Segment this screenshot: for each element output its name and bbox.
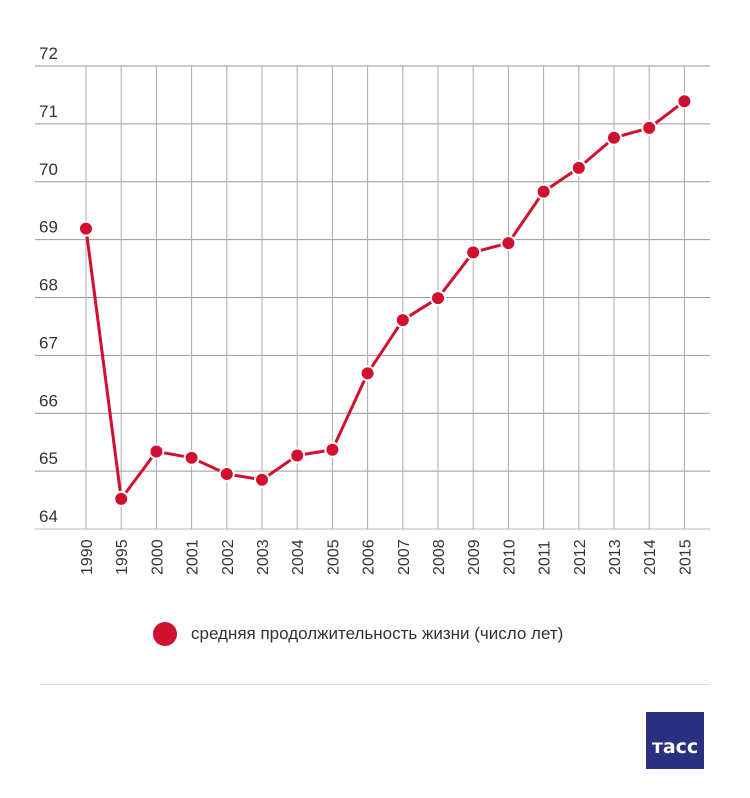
- line-segment: [84, 227, 123, 501]
- data-point-2006: [359, 365, 376, 382]
- x-tick-label: 2014: [642, 539, 659, 575]
- x-tick-label: 2004: [290, 539, 307, 575]
- x-tick-label: 2011: [537, 540, 554, 575]
- x-tick-label: 2006: [361, 539, 378, 575]
- x-tick-label: 2012: [572, 539, 589, 575]
- divider: [40, 684, 710, 685]
- data-point-2005: [324, 441, 341, 458]
- data-point-2011: [535, 183, 552, 200]
- data-point-2009: [465, 244, 482, 261]
- line-segment: [119, 449, 158, 501]
- legend-marker-icon: [153, 622, 177, 646]
- data-point-2002: [218, 466, 235, 483]
- y-tick-label: 72: [39, 44, 58, 63]
- data-point-2007: [394, 312, 411, 329]
- line-chart: 64 65 66 67 68 69 70 71 72 1990 1995 2000 2001 2002 2…: [35, 44, 710, 575]
- data-point-2003: [254, 471, 270, 488]
- legend: средняя продолжительность жизни (число л…: [153, 622, 563, 646]
- x-tick-label: 2007: [396, 539, 413, 575]
- data-point-2001: [183, 449, 200, 466]
- y-tick-label: 65: [39, 449, 58, 468]
- data-point-2013: [606, 129, 622, 146]
- tass-logo: тасс: [646, 712, 704, 769]
- y-tick-label: 69: [39, 218, 58, 237]
- y-tick-label: 64: [39, 507, 58, 526]
- y-tick-label: 70: [39, 160, 58, 179]
- x-tick-label: 1995: [114, 539, 131, 575]
- series-line: [84, 99, 686, 501]
- data-point-2010: [500, 235, 517, 252]
- data-point-2008: [430, 290, 446, 307]
- data-point-2000: [148, 443, 165, 460]
- x-tick-label: 2013: [607, 539, 624, 575]
- y-tick-label: 67: [39, 333, 58, 352]
- data-point-1990: [78, 220, 94, 237]
- y-tick-label: 66: [39, 391, 58, 410]
- horizontal-gridlines: [35, 65, 710, 530]
- line-segment: [436, 250, 475, 300]
- x-tick-label: 2003: [255, 539, 272, 575]
- x-tick-label: 2015: [677, 539, 694, 575]
- legend-label: средняя продолжительность жизни (число л…: [191, 624, 564, 643]
- data-point-2012: [570, 159, 587, 176]
- data-point-2014: [641, 119, 658, 136]
- data-point-2015: [676, 93, 693, 110]
- line-segment: [506, 190, 546, 245]
- line-segment: [330, 371, 370, 452]
- x-tick-label: 2008: [431, 539, 448, 575]
- data-point-2004: [289, 447, 306, 464]
- x-tick-label: 1990: [79, 539, 96, 575]
- x-tick-label: 2002: [220, 539, 237, 575]
- data-point-1995: [113, 490, 130, 507]
- tass-logo-text: тасс: [651, 736, 699, 758]
- y-axis-labels: 64 65 66 67 68 69 70 71 72: [39, 44, 58, 526]
- x-tick-label: 2009: [466, 539, 483, 575]
- vertical-gridlines: [85, 66, 685, 529]
- line-segment: [366, 318, 405, 375]
- y-tick-label: 71: [39, 102, 58, 121]
- x-tick-label: 2001: [185, 539, 202, 575]
- x-tick-label: 2000: [149, 539, 166, 575]
- series-points: [78, 93, 693, 507]
- x-tick-label: 2010: [501, 539, 518, 575]
- x-tick-label: 2005: [325, 539, 342, 575]
- x-axis-labels: 1990 1995 2000 2001 2002 2003 2004 2005 2006 2007…: [79, 539, 694, 575]
- y-tick-label: 68: [39, 276, 58, 295]
